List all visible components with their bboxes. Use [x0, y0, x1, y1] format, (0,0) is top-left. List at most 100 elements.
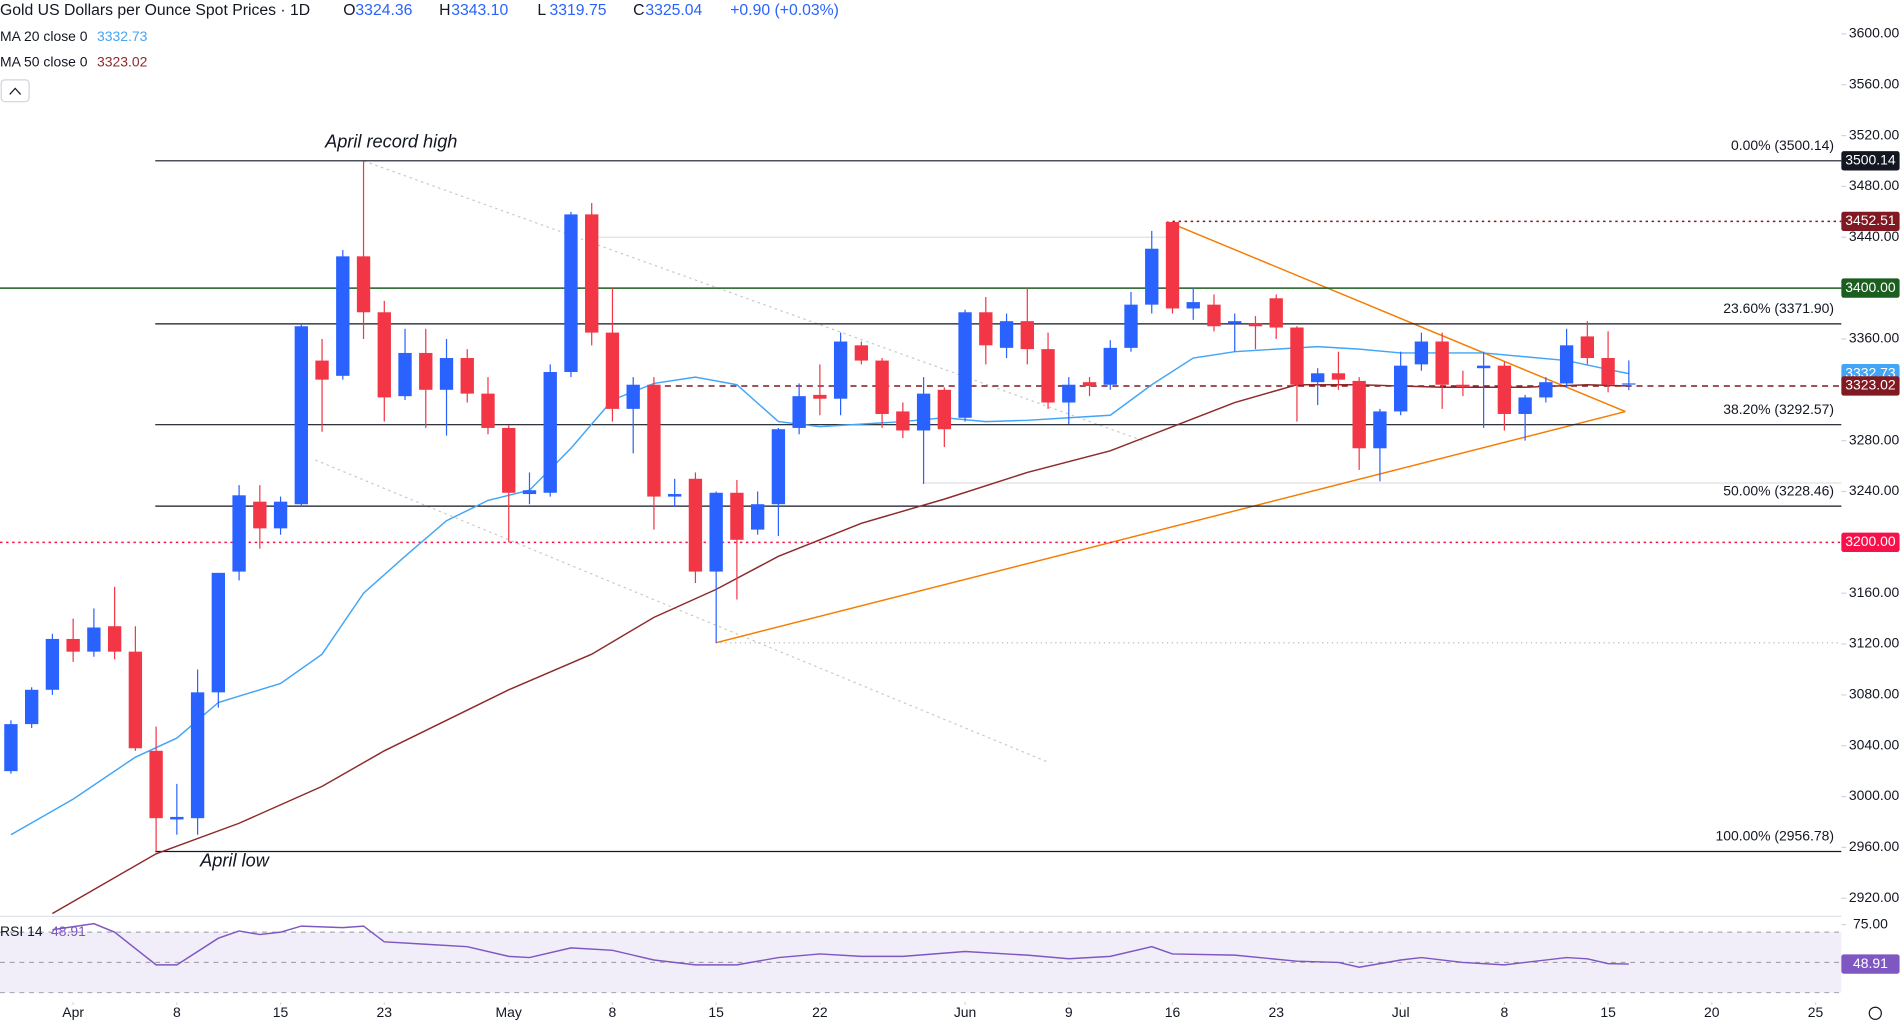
- candle-body: [149, 750, 163, 819]
- candle-body: [398, 352, 412, 397]
- x-tick-label: 9: [1065, 1004, 1073, 1020]
- fib-label: 38.20% (3292.57): [1723, 401, 1834, 417]
- fib-label: 50.00% (3228.46): [1723, 482, 1834, 498]
- y-tick-label: 3440.00: [1849, 228, 1900, 244]
- candle-body: [4, 724, 18, 772]
- ohlc-label: H: [439, 2, 450, 19]
- candle-body: [958, 312, 972, 418]
- candle-body: [87, 627, 101, 652]
- triangle-line: [1166, 220, 1626, 413]
- candle-body: [45, 638, 60, 690]
- candle-body: [1414, 341, 1429, 365]
- price-box: [1841, 278, 1900, 298]
- candle-body: [439, 358, 454, 390]
- candle-body: [502, 427, 516, 493]
- legend-name: MA 20 close 0: [0, 28, 88, 44]
- y-tick-label: 2920.00: [1849, 889, 1900, 905]
- candle-body: [481, 393, 495, 428]
- y-tick-label: 3080.00: [1849, 686, 1900, 702]
- candle-body: [688, 478, 703, 572]
- fib-label: 23.60% (3371.90): [1723, 300, 1834, 316]
- ohlc-value: 3319.75: [549, 2, 606, 19]
- fib-label: 100.00% (2956.78): [1716, 828, 1835, 844]
- candle-body: [128, 651, 143, 749]
- candle-body: [107, 626, 122, 652]
- candle-body: [875, 360, 889, 414]
- y-tick-label: 3280.00: [1849, 431, 1900, 447]
- rsi-box-label: 48.91: [1853, 955, 1888, 971]
- candle-body: [999, 321, 1014, 348]
- y-tick-label: 3560.00: [1849, 75, 1900, 91]
- price-box-label: 3500.14: [1845, 152, 1896, 168]
- x-tick-label: Jul: [1392, 1004, 1410, 1020]
- candle-body: [170, 816, 184, 820]
- price-box: [1841, 532, 1900, 553]
- candle-body: [273, 501, 288, 529]
- candle-body: [232, 495, 246, 572]
- annotation: April low: [199, 851, 271, 871]
- candle-body: [315, 360, 329, 380]
- candle-body: [1497, 365, 1512, 414]
- x-tick-label: 25: [1808, 1004, 1824, 1020]
- y-tick-label: 2960.00: [1849, 838, 1900, 854]
- candle-body: [1456, 384, 1470, 388]
- candle-body: [1311, 373, 1325, 383]
- candle-body: [1290, 327, 1304, 385]
- candle-body: [896, 411, 910, 431]
- price-box-label: 3200.00: [1845, 533, 1896, 549]
- candle-body: [813, 394, 827, 399]
- x-tick-label: 8: [173, 1004, 181, 1020]
- candle-body: [1393, 365, 1408, 412]
- annotation: April record high: [324, 132, 457, 152]
- settings-icon[interactable]: [1868, 1006, 1882, 1020]
- legend-value: 3332.73: [97, 28, 148, 44]
- candle-body: [668, 494, 682, 497]
- candle-body: [1539, 382, 1553, 398]
- candle-body: [253, 501, 267, 529]
- candle-body: [1165, 222, 1180, 309]
- collapse-button[interactable]: [0, 79, 30, 103]
- price-box: [1841, 376, 1900, 396]
- candle-body: [24, 689, 39, 725]
- rsi-line: [52, 922, 1629, 969]
- candle-body: [419, 352, 433, 390]
- x-tick-label: 15: [273, 1004, 289, 1020]
- candle-body: [336, 256, 350, 376]
- candle-body: [1476, 365, 1491, 369]
- candle-body: [605, 332, 620, 409]
- trend-line: [363, 160, 1147, 443]
- candle-body: [626, 384, 640, 409]
- x-tick-label: 16: [1165, 1004, 1181, 1020]
- rsi-box: [1841, 954, 1900, 974]
- candle-body: [377, 312, 391, 398]
- price-box: [1841, 211, 1900, 232]
- candle-body: [854, 345, 869, 361]
- candle-body: [1580, 336, 1595, 359]
- legend-value: 3323.02: [97, 54, 148, 70]
- candle-body: [356, 256, 371, 313]
- y-tick-label: 3160.00: [1849, 584, 1900, 600]
- candle-body: [1124, 304, 1138, 348]
- candle-body: [585, 214, 599, 333]
- candle-body: [1145, 248, 1159, 305]
- candle-body: [522, 490, 537, 495]
- candle-body: [1186, 302, 1200, 309]
- drawings: [315, 160, 1842, 764]
- candle-body: [1352, 380, 1366, 449]
- candle-body: [1020, 321, 1034, 350]
- x-tick-label: 20: [1704, 1004, 1720, 1020]
- x-tick-label: May: [496, 1004, 522, 1020]
- candle-body: [730, 492, 744, 540]
- candle-body: [833, 341, 848, 399]
- ohlc-value: 3343.10: [451, 2, 508, 19]
- candle-body: [1103, 347, 1117, 385]
- candle-body: [1041, 349, 1055, 403]
- x-tick-label: 15: [1600, 1004, 1616, 1020]
- x-tick-label: 8: [609, 1004, 617, 1020]
- candle-body: [543, 372, 557, 493]
- x-tick-label: 15: [708, 1004, 724, 1020]
- price-box-label: 3323.02: [1845, 377, 1896, 393]
